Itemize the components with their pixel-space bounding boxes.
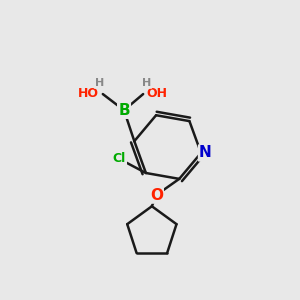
Text: OH: OH	[147, 87, 168, 100]
Text: H: H	[95, 78, 104, 88]
Text: O: O	[150, 188, 163, 202]
Text: H: H	[142, 78, 151, 88]
Text: Cl: Cl	[113, 152, 126, 165]
Text: N: N	[199, 146, 212, 160]
Text: B: B	[118, 103, 130, 118]
Text: HO: HO	[78, 87, 99, 100]
